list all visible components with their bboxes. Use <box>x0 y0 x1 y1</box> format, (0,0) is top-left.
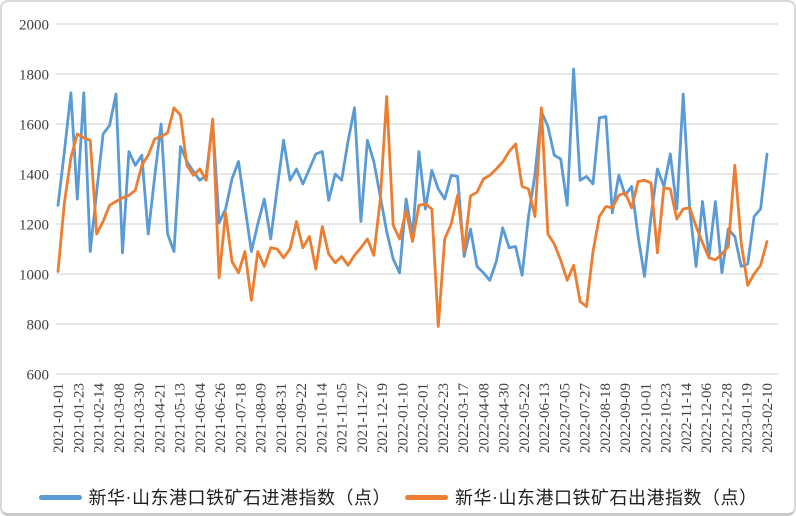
x-tick-label: 2022-02-01 <box>416 383 432 453</box>
x-tick-label: 2022-10-01 <box>638 383 654 453</box>
x-tick-label: 2021-06-26 <box>213 383 229 453</box>
x-tick-label: 2021-04-21 <box>152 383 168 453</box>
x-tick-label: 2021-02-14 <box>92 383 108 453</box>
chart-legend: 新华·山东港口铁矿石进港指数（点） 新华·山东港口铁矿石出港指数（点） <box>2 480 794 513</box>
x-tick-label: 2021-07-18 <box>233 383 249 453</box>
y-tick-label: 1600 <box>19 118 49 134</box>
x-tick-label: 2021-03-30 <box>132 383 148 453</box>
y-tick-label: 1000 <box>19 268 49 284</box>
x-tick-label: 2023-02-10 <box>760 383 776 453</box>
y-tick-label: 1400 <box>19 168 49 184</box>
x-tick-label: 2022-12-28 <box>719 383 735 453</box>
x-tick-label: 2021-09-22 <box>294 383 310 453</box>
x-tick-label: 2021-01-23 <box>71 383 87 453</box>
x-tick-label: 2021-08-31 <box>274 383 290 453</box>
x-tick-label: 2021-01-01 <box>51 383 67 453</box>
legend-label-export: 新华·山东港口铁矿石出港指数（点） <box>455 488 758 508</box>
export-index-line <box>56 95 769 328</box>
x-tick-label: 2021-10-14 <box>314 383 330 453</box>
x-tick-label: 2021-08-09 <box>254 383 270 453</box>
y-tick-label: 1200 <box>19 218 49 234</box>
x-tick-label: 2022-12-06 <box>699 383 715 453</box>
x-tick-label: 2021-12-19 <box>375 383 391 453</box>
legend-label-import: 新华·山东港口铁矿石进港指数（点） <box>88 488 391 508</box>
x-tick-label: 2022-03-17 <box>456 383 472 453</box>
import-series-swatch <box>38 494 82 500</box>
x-tick-label: 2022-09-09 <box>618 383 634 453</box>
y-tick-label: 600 <box>27 368 50 384</box>
x-tick-label: 2022-10-23 <box>659 383 675 453</box>
x-tick-label: 2021-11-27 <box>355 383 371 453</box>
x-tick-label: 2022-07-05 <box>557 383 573 453</box>
x-tick-label: 2021-05-13 <box>173 383 189 453</box>
x-tick-label: 2021-06-04 <box>193 383 209 453</box>
x-tick-label: 2022-01-10 <box>395 383 411 453</box>
y-tick-label: 1800 <box>19 68 49 84</box>
x-tick-label: 2022-02-23 <box>436 383 452 453</box>
x-tick-label: 2022-08-18 <box>598 383 614 453</box>
legend-item-import: 新华·山东港口铁矿石进港指数（点） <box>38 484 392 510</box>
y-tick-label: 2000 <box>19 18 49 34</box>
x-tick-label: 2022-07-27 <box>578 383 594 453</box>
x-tick-label: 2022-04-08 <box>476 383 492 453</box>
x-tick-label: 2022-11-14 <box>679 383 695 453</box>
export-series-swatch <box>405 494 448 500</box>
x-tick-label: 2022-04-30 <box>497 383 513 453</box>
x-tick-label: 2021-11-05 <box>335 383 351 452</box>
legend-item-export: 新华·山东港口铁矿石出港指数（点） <box>405 484 758 510</box>
x-tick-label: 2022-06-13 <box>537 383 553 453</box>
x-tick-label: 2022-05-22 <box>517 383 533 453</box>
y-tick-label: 800 <box>27 318 50 334</box>
x-tick-label: 2021-03-08 <box>112 383 128 453</box>
x-tick-label: 2023-01-19 <box>740 383 756 453</box>
